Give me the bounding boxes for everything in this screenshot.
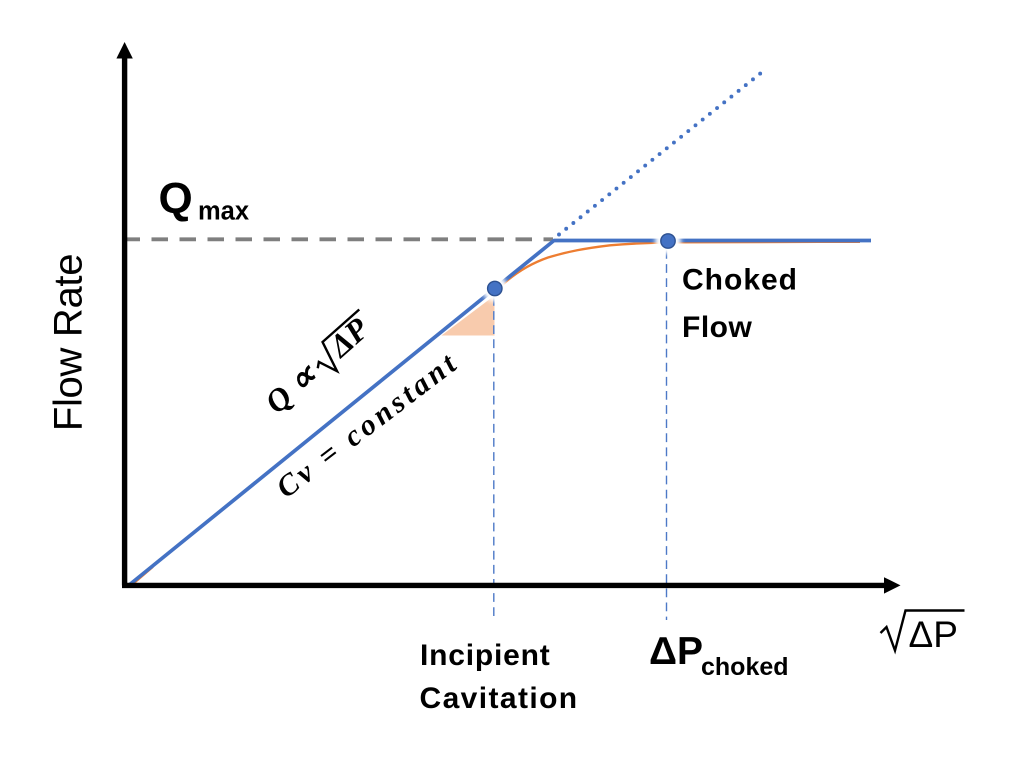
svg-text:Cavitation: Cavitation <box>420 682 579 715</box>
svg-text:Flow: Flow <box>682 311 752 344</box>
svg-text:max: max <box>198 198 249 226</box>
svg-text:Flow Rate: Flow Rate <box>47 254 91 431</box>
svg-text:ΔP: ΔP <box>649 630 703 673</box>
svg-text:Q: Q <box>159 174 193 223</box>
svg-text:Incipient: Incipient <box>420 639 551 672</box>
svg-text:ΔP: ΔP <box>909 614 958 655</box>
svg-text:Choked: Choked <box>682 264 798 297</box>
svg-text:choked: choked <box>701 653 789 681</box>
